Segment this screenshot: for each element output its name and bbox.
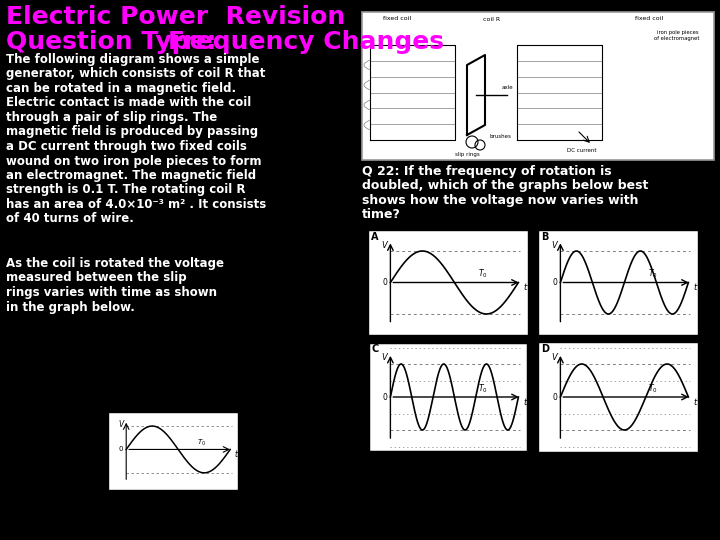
Text: Frequency Changes: Frequency Changes — [168, 30, 444, 54]
Bar — [367, 341, 529, 453]
Text: fixed coil: fixed coil — [383, 16, 411, 21]
Text: brushes: brushes — [490, 134, 512, 139]
Bar — [108, 412, 238, 490]
Text: rings varies with time as shown: rings varies with time as shown — [6, 286, 217, 299]
Text: can be rotated in a magnetic field.: can be rotated in a magnetic field. — [6, 82, 236, 95]
Text: $T_0$: $T_0$ — [477, 268, 487, 280]
Text: magnetic field is produced by passing: magnetic field is produced by passing — [6, 125, 258, 138]
Text: 0: 0 — [382, 278, 387, 287]
Text: $T_0$: $T_0$ — [477, 382, 487, 395]
Text: $T_0$: $T_0$ — [648, 268, 657, 280]
Text: Question Type:: Question Type: — [6, 30, 243, 54]
Text: has an area of 4.0×10⁻³ m² . It consists: has an area of 4.0×10⁻³ m² . It consists — [6, 198, 266, 211]
Text: of 40 turns of wire.: of 40 turns of wire. — [6, 213, 134, 226]
Text: V: V — [552, 240, 557, 249]
Text: an electromagnet. The magnetic field: an electromagnet. The magnetic field — [6, 169, 256, 182]
Text: $T_0$: $T_0$ — [648, 382, 657, 395]
Text: fixed coil: fixed coil — [635, 16, 663, 21]
Text: Electric Power  Revision: Electric Power Revision — [6, 5, 346, 29]
Text: wound on two iron pole pieces to form: wound on two iron pole pieces to form — [6, 154, 261, 167]
Text: As the coil is rotated the voltage: As the coil is rotated the voltage — [6, 257, 224, 270]
Text: The following diagram shows a simple: The following diagram shows a simple — [6, 53, 259, 66]
Bar — [368, 342, 528, 452]
Text: strength is 0.1 T. The rotating coil R: strength is 0.1 T. The rotating coil R — [6, 184, 246, 197]
Text: 0: 0 — [552, 393, 557, 402]
Text: 0: 0 — [382, 393, 387, 402]
Text: D: D — [541, 344, 549, 354]
Bar — [368, 230, 528, 335]
Text: V: V — [382, 353, 387, 362]
Text: 0: 0 — [552, 278, 557, 287]
Text: $T_0$: $T_0$ — [197, 438, 206, 448]
Text: shows how the voltage now varies with: shows how the voltage now varies with — [362, 194, 639, 207]
Text: Electric contact is made with the coil: Electric contact is made with the coil — [6, 97, 251, 110]
Text: C: C — [371, 344, 378, 354]
Text: V: V — [552, 353, 557, 362]
Text: t: t — [523, 398, 526, 407]
Text: a DC current through two fixed coils: a DC current through two fixed coils — [6, 140, 247, 153]
Text: through a pair of slip rings. The: through a pair of slip rings. The — [6, 111, 217, 124]
Text: B: B — [541, 232, 549, 242]
Text: doubled, which of the graphs below best: doubled, which of the graphs below best — [362, 179, 649, 192]
Text: DC current: DC current — [567, 148, 597, 153]
Text: t: t — [523, 284, 526, 293]
Text: t: t — [693, 284, 696, 293]
Text: A: A — [371, 232, 379, 242]
Text: t: t — [234, 450, 237, 460]
Text: V: V — [382, 240, 387, 249]
Text: coil R: coil R — [483, 17, 500, 22]
Text: time?: time? — [362, 208, 401, 221]
Text: measured between the slip: measured between the slip — [6, 272, 186, 285]
Text: axle: axle — [502, 85, 513, 90]
Bar — [538, 342, 698, 452]
Bar — [538, 230, 698, 335]
Text: 0: 0 — [119, 447, 123, 453]
Text: generator, which consists of coil R that: generator, which consists of coil R that — [6, 68, 266, 80]
Text: iron pole pieces
of electromagnet: iron pole pieces of electromagnet — [654, 30, 699, 41]
Text: t: t — [693, 398, 696, 407]
Text: Q 22: If the frequency of rotation is: Q 22: If the frequency of rotation is — [362, 165, 611, 178]
Text: V: V — [118, 420, 123, 429]
Text: in the graph below.: in the graph below. — [6, 300, 135, 314]
Text: slip rings: slip rings — [454, 152, 480, 157]
Bar — [362, 12, 714, 160]
